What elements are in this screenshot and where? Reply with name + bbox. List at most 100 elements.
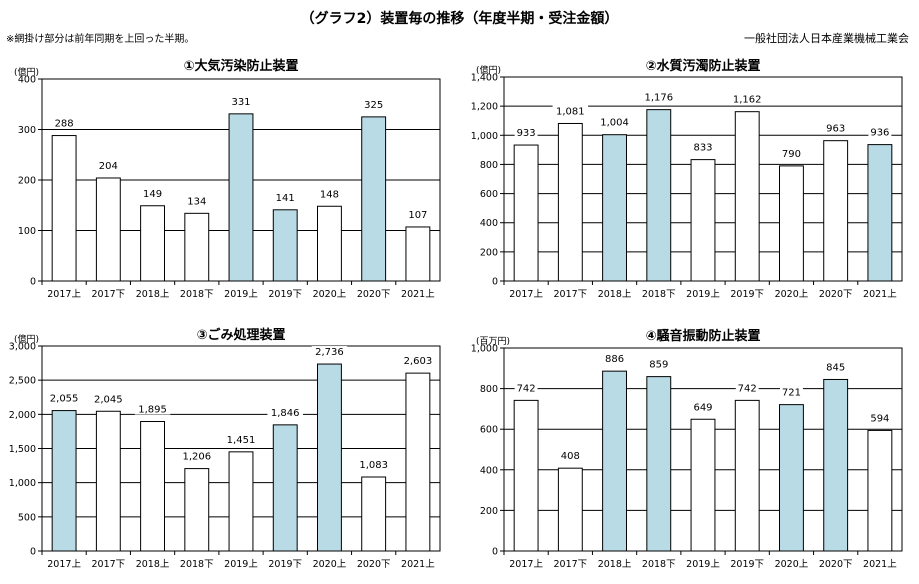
y-tick-label: 600 — [480, 189, 498, 200]
data-label-background — [317, 188, 341, 200]
data-label-background — [223, 433, 259, 445]
data-label-background — [868, 412, 892, 424]
bar — [779, 165, 804, 282]
data-label-background — [647, 358, 671, 370]
data-label: 2,045 — [94, 394, 123, 405]
data-label: 790 — [782, 149, 801, 160]
water-pollution-chart: ②水質汚濁防止装置 (億円) 0 200 400 600 800 1,000 1,200 1,40… — [471, 58, 903, 300]
x-tick-label: 2018上 — [136, 289, 170, 300]
y-tick-label: 200 — [480, 506, 498, 517]
data-label-background — [779, 386, 803, 398]
x-tick-label: 2018上 — [136, 559, 170, 570]
bar — [140, 421, 165, 552]
y-axis-unit-label: (億円) — [14, 333, 39, 345]
x-tick-label: 2017上 — [47, 289, 81, 300]
data-label: 936 — [870, 128, 889, 139]
data-label: 1,451 — [227, 435, 256, 446]
data-label: 1,004 — [600, 118, 629, 129]
data-label: 2,736 — [315, 347, 344, 358]
bar — [272, 424, 298, 552]
shading-note: ※網掛け部分は前年同期を上回った半期。 — [6, 34, 195, 45]
y-tick-label: 400 — [18, 75, 36, 86]
bar — [513, 399, 539, 552]
bar — [405, 372, 431, 552]
data-label-background — [691, 141, 715, 153]
y-axis-unit-label: (百万円) — [476, 336, 510, 347]
x-tick-label: 2021上 — [863, 559, 897, 570]
x-tick-label: 2020下 — [819, 559, 853, 570]
publisher-name: 一般社団法人日本産業機械工業会 — [744, 32, 909, 45]
data-label-background — [179, 450, 215, 462]
data-label: 886 — [605, 354, 624, 365]
x-tick-label: 2021上 — [863, 289, 897, 300]
bar — [513, 144, 539, 282]
x-tick-label: 2018下 — [642, 559, 676, 570]
data-label: 933 — [517, 128, 536, 139]
data-label: 331 — [231, 97, 250, 108]
data-label-background — [185, 195, 209, 207]
noise-vibration-chart: ④騒音振動防止装置 (百万円) 0 200 400 600 800 1,000 742 2017上… — [471, 328, 903, 570]
data-label-background — [824, 122, 848, 134]
data-label-background — [779, 147, 803, 159]
data-label: 1,206 — [182, 452, 211, 463]
chart-title: ③ごみ処理装置 — [196, 327, 285, 343]
x-tick-label: 2017上 — [509, 289, 543, 300]
data-label: 325 — [364, 100, 383, 111]
y-axis-unit-label: (億円) — [14, 66, 39, 78]
data-label-background — [558, 450, 582, 462]
x-tick-label: 2020上 — [313, 559, 347, 570]
data-label: 859 — [649, 360, 668, 371]
bar — [823, 378, 849, 552]
bar — [51, 410, 77, 552]
waste-treatment-chart: ③ごみ処理装置 (億円) 0 500 1,000 1,500 2,000 2,500 3,000… — [9, 327, 441, 570]
data-label: 1,895 — [138, 405, 167, 416]
bar — [734, 111, 760, 282]
page-title: （グラフ2）装置毎の推移（年度半期・受注金額） — [300, 11, 619, 27]
bar — [602, 134, 627, 282]
data-label: 649 — [693, 402, 712, 413]
bar — [734, 399, 760, 552]
data-label-background — [868, 126, 892, 138]
y-tick-label: 400 — [480, 465, 498, 476]
data-label-background — [641, 91, 677, 103]
data-label-background — [141, 187, 165, 199]
y-tick-label: 200 — [18, 176, 36, 187]
data-label-background — [52, 117, 76, 129]
x-tick-label: 2020上 — [313, 289, 347, 300]
data-label-background — [90, 393, 127, 405]
data-label-background — [96, 159, 120, 171]
x-tick-label: 2019下 — [730, 289, 764, 300]
bar — [867, 144, 893, 282]
bar — [228, 451, 254, 552]
x-tick-label: 2019上 — [224, 289, 258, 300]
x-tick-label: 2019上 — [686, 559, 720, 570]
y-tick-label: 100 — [18, 226, 36, 237]
data-label-background — [596, 116, 633, 128]
chart-title: ②水質汚濁防止装置 — [645, 58, 760, 74]
y-tick-label: 400 — [480, 218, 498, 229]
x-tick-label: 2017上 — [509, 559, 543, 570]
chart-title: ④騒音振動防止装置 — [645, 328, 760, 344]
data-label: 833 — [693, 143, 712, 154]
x-tick-label: 2020下 — [357, 289, 391, 300]
y-tick-label: 2,000 — [9, 410, 36, 421]
data-label-background — [355, 458, 392, 470]
y-tick-label: 1,000 — [471, 344, 498, 355]
y-tick-label: 2,500 — [9, 376, 36, 387]
data-label: 2,055 — [50, 394, 79, 405]
data-label-background — [824, 361, 848, 373]
data-label: 963 — [826, 124, 845, 135]
bar — [140, 205, 165, 282]
bar — [184, 212, 210, 282]
bar — [361, 116, 387, 282]
x-tick-label: 2019下 — [730, 559, 764, 570]
data-label: 1,846 — [271, 408, 300, 419]
bar — [646, 376, 672, 552]
x-tick-label: 2019上 — [224, 559, 258, 570]
x-tick-label: 2020下 — [819, 289, 853, 300]
data-label: 107 — [408, 210, 427, 221]
bar — [779, 404, 804, 552]
data-label: 408 — [561, 451, 580, 462]
data-label-background — [311, 346, 348, 358]
bar — [317, 205, 342, 282]
